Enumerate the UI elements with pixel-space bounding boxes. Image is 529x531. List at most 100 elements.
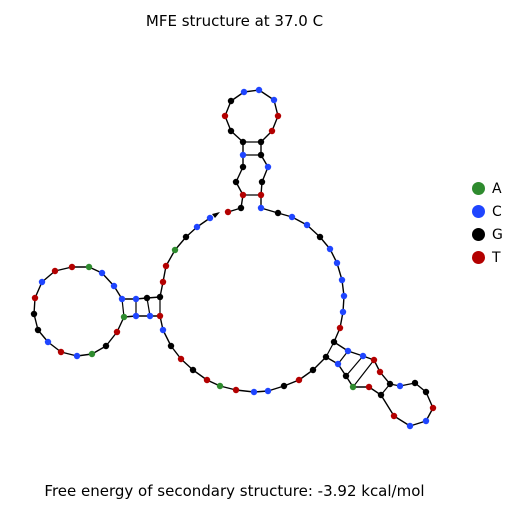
nucleotide-g [102, 342, 110, 350]
nucleotide-g [30, 310, 38, 318]
nucleotide-a [349, 383, 357, 391]
nucleotide-g [322, 353, 330, 361]
base-pair-line [352, 359, 375, 388]
nucleotide-c [159, 326, 167, 334]
nucleotide-a [216, 382, 224, 390]
nucleotide-t [239, 191, 247, 199]
nucleotide-t [162, 262, 170, 270]
nucleotide-a [85, 263, 93, 271]
legend-t-swatch [472, 251, 485, 264]
nucleotide-c [406, 422, 414, 430]
nucleotide-t [113, 328, 121, 336]
nucleotide-t [31, 294, 39, 302]
legend-entry-t: T [472, 246, 503, 269]
nucleotide-c [340, 292, 348, 300]
nucleotide-a [120, 313, 128, 321]
nucleotide-t [274, 112, 282, 120]
nucleotide-t [159, 278, 167, 286]
nucleotide-g [422, 388, 430, 396]
nucleotide-c [326, 245, 334, 253]
nucleotide-g [342, 372, 350, 380]
nucleotide-c [333, 259, 341, 267]
nucleotide-t [370, 356, 378, 364]
nucleotide-c [303, 221, 311, 229]
nucleotide-c [255, 86, 263, 94]
nucleotide-a [88, 350, 96, 358]
nucleotide-c [344, 347, 352, 355]
nucleotide-c [193, 223, 201, 231]
nucleotide-c [132, 312, 140, 320]
nucleotide-c [359, 352, 367, 360]
nucleotide-g [34, 326, 42, 334]
nucleotide-g [182, 233, 190, 241]
nucleotide-t [177, 355, 185, 363]
nucleotide-c [206, 214, 214, 222]
backbone-group [33, 89, 434, 427]
nucleotide-c [264, 163, 272, 171]
nucleotide-g [227, 127, 235, 135]
legend-a-swatch [472, 182, 485, 195]
nucleotide-c [257, 204, 265, 212]
nucleotide-g [237, 204, 245, 212]
legend-entry-c: C [472, 200, 503, 223]
nucleotide-g [257, 138, 265, 146]
nucleotide-c [118, 295, 126, 303]
legend-entry-a: A [472, 177, 503, 200]
nucleotide-g [189, 366, 197, 374]
base-pair-line [345, 355, 364, 377]
nucleotide-t [51, 267, 59, 275]
nucleotide-c [396, 382, 404, 390]
nucleotide-c [110, 282, 118, 290]
nucleotide-legend: A C G T [472, 177, 503, 269]
nucleotide-t [224, 208, 232, 216]
nucleotide-c [38, 278, 46, 286]
legend-g-label: G [492, 226, 503, 243]
nucleotide-c [146, 312, 154, 320]
nucleotide-c [240, 88, 248, 96]
nucleotide-c [422, 417, 430, 425]
nucleotide-t [221, 112, 229, 120]
nucleotide-a [171, 246, 179, 254]
nucleotide-g [239, 138, 247, 146]
legend-c-swatch [472, 205, 485, 218]
nucleotide-c [132, 295, 140, 303]
nucleotide-t [295, 376, 303, 384]
nucleotide-t [232, 386, 240, 394]
free-energy-label: Free energy of secondary structure: -3.9… [44, 482, 425, 500]
nucleotide-g [330, 338, 338, 346]
nucleotide-c [250, 388, 258, 396]
nucleotide-c [73, 352, 81, 360]
legend-entry-g: G [472, 223, 503, 246]
nucleotide-c [239, 151, 247, 159]
five-prime-arrow [212, 212, 220, 218]
nucleotide-t [257, 191, 265, 199]
nucleotide-g [156, 293, 164, 301]
nucleotide-c [264, 387, 272, 395]
nucleotide-g [257, 151, 265, 159]
backbone-line [33, 89, 434, 427]
nucleotide-t [268, 127, 276, 135]
nucleotide-t [57, 348, 65, 356]
nucleotide-g [143, 294, 151, 302]
nucleotide-c [270, 96, 278, 104]
legend-t-label: T [492, 249, 501, 266]
nucleotide-g [316, 233, 324, 241]
nucleotide-t [390, 412, 398, 420]
nucleotide-g [232, 178, 240, 186]
diagram-title: MFE structure at 37.0 C [145, 12, 324, 30]
nucleotide-t [68, 263, 76, 271]
nucleotide-g [274, 209, 282, 217]
nucleotide-t [203, 376, 211, 384]
nucleotide-g [239, 163, 247, 171]
legend-a-label: A [492, 180, 502, 197]
nucleotide-g [280, 382, 288, 390]
nucleotide-c [98, 269, 106, 277]
nucleotide-g [411, 379, 419, 387]
legend-g-swatch [472, 228, 485, 241]
legend-c-label: C [492, 203, 502, 220]
nucleotide-c [334, 360, 342, 368]
nucleotide-t [156, 312, 164, 320]
nucleotide-g [167, 342, 175, 350]
nucleotide-g [377, 391, 385, 399]
